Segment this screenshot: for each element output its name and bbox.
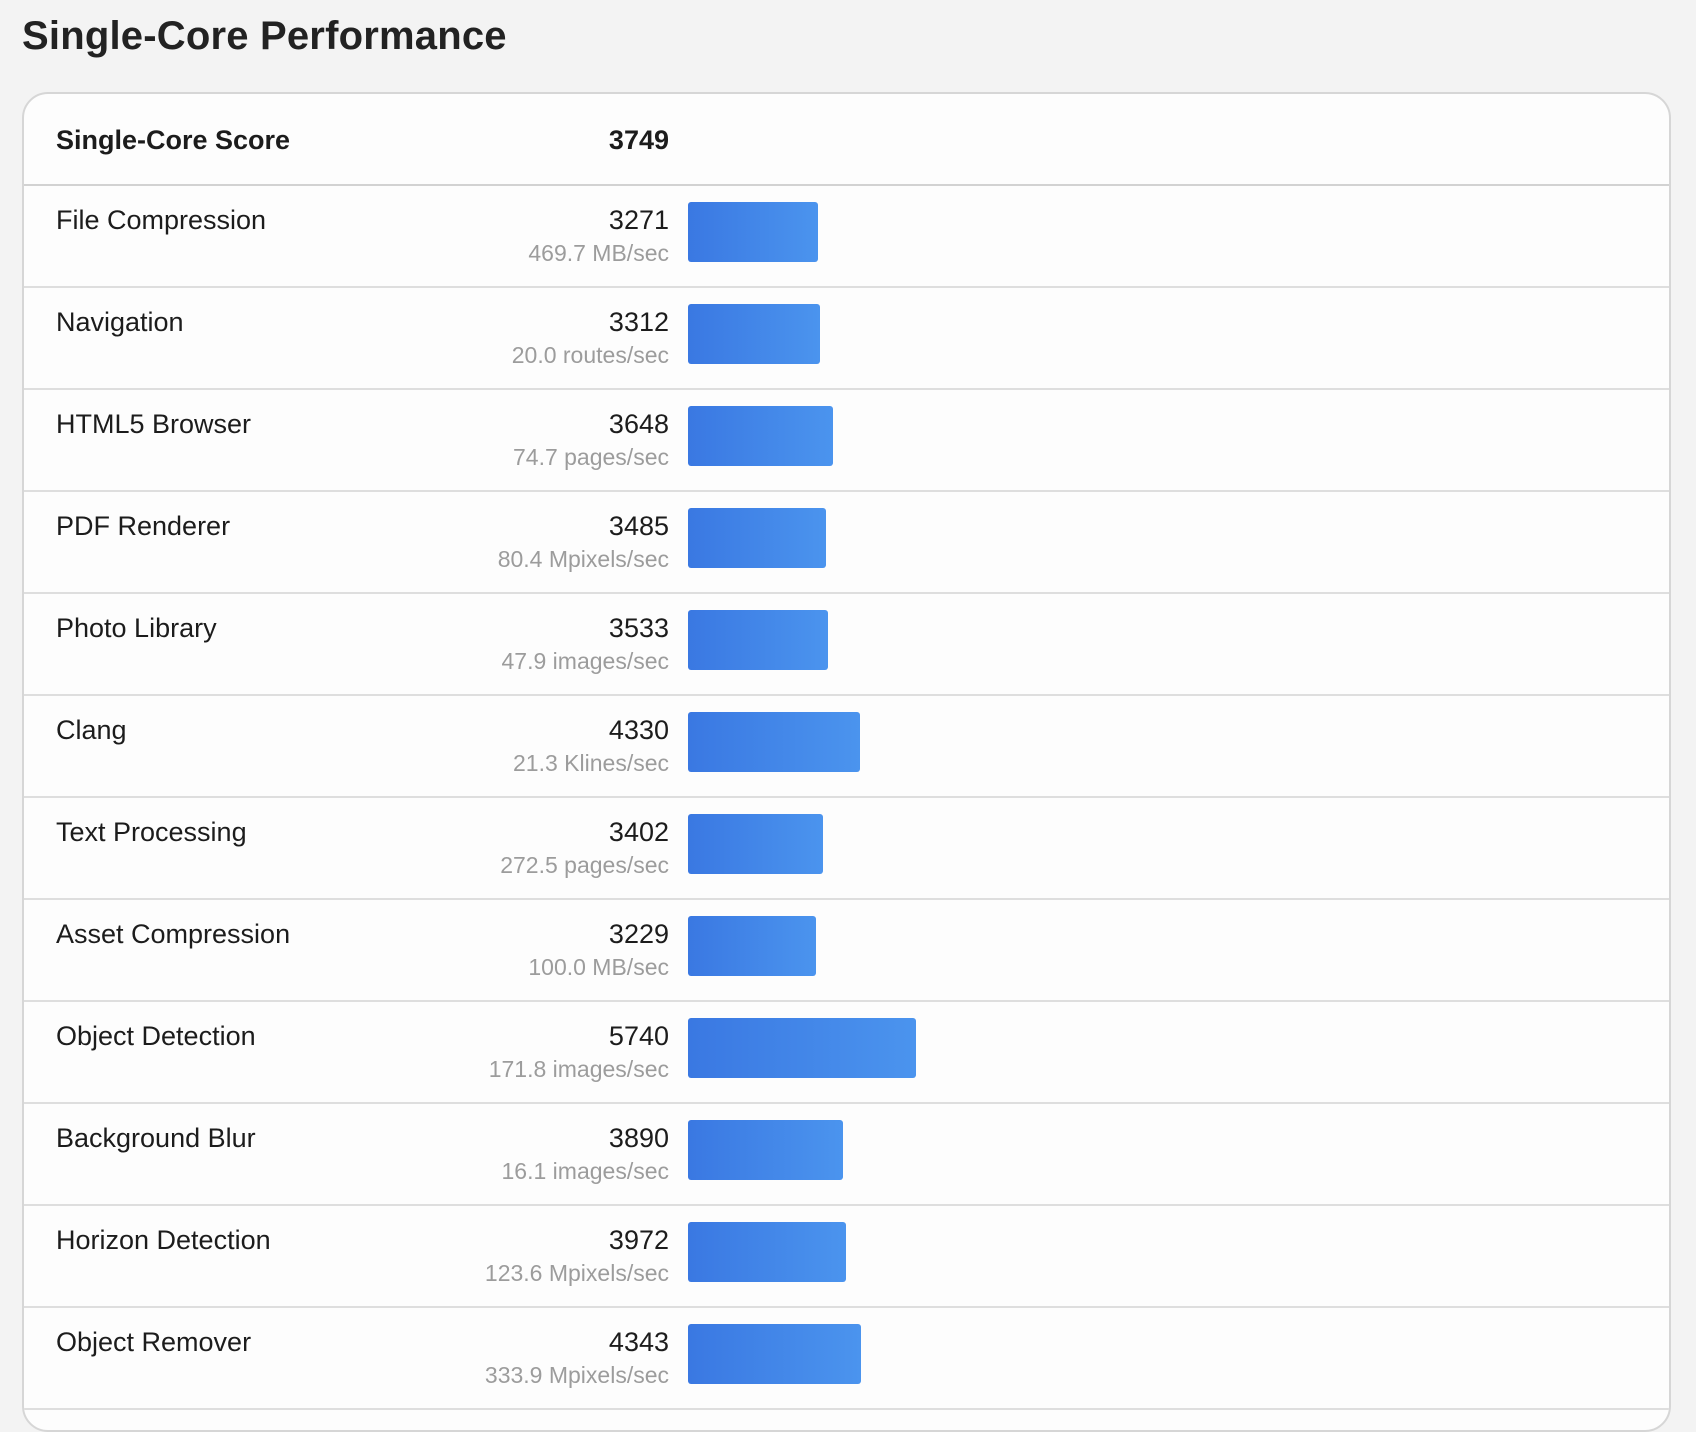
benchmark-score: 5740 — [608, 1021, 669, 1051]
benchmark-score-bar — [688, 916, 816, 976]
benchmark-name: Background Blur — [56, 1123, 256, 1153]
benchmark-row: Object Detection 5740 171.8 images/sec — [24, 1002, 1669, 1104]
benchmark-score-bar — [688, 1222, 846, 1282]
benchmark-list: File Compression 3271 469.7 MB/sec Navigati… — [24, 186, 1669, 1410]
benchmark-score: 3229 — [608, 919, 669, 949]
benchmark-row: Horizon Detection 3972 123.6 Mpixels/sec — [24, 1206, 1669, 1308]
benchmark-row: Object Remover 4343 333.9 Mpixels/sec — [24, 1308, 1669, 1410]
benchmark-name: Clang — [56, 715, 127, 745]
benchmark-name: Navigation — [56, 307, 184, 337]
benchmark-score: 3972 — [608, 1225, 669, 1255]
benchmark-score-bar — [688, 814, 823, 874]
results-table: Single-Core Score 3749 File Compression 3… — [22, 92, 1671, 1432]
benchmark-rate: 100.0 MB/sec — [528, 954, 669, 980]
benchmark-rate: 333.9 Mpixels/sec — [484, 1362, 669, 1388]
benchmark-score-bar — [688, 610, 828, 670]
benchmark-name: Object Detection — [56, 1021, 256, 1051]
benchmark-row: Navigation 3312 20.0 routes/sec — [24, 288, 1669, 390]
benchmark-name: Object Remover — [56, 1327, 252, 1357]
benchmark-rate: 171.8 images/sec — [488, 1056, 669, 1082]
benchmark-score: 3890 — [608, 1123, 669, 1153]
single-core-score-label: Single-Core Score — [56, 125, 291, 155]
benchmark-score: 3533 — [608, 613, 669, 643]
benchmark-rate: 20.0 routes/sec — [511, 342, 669, 368]
benchmark-rate: 80.4 Mpixels/sec — [497, 546, 669, 572]
benchmark-row: Asset Compression 3229 100.0 MB/sec — [24, 900, 1669, 1002]
benchmark-rate: 74.7 pages/sec — [512, 444, 669, 470]
benchmark-name: HTML5 Browser — [56, 409, 252, 439]
benchmark-score-bar — [688, 304, 820, 364]
benchmark-row: Text Processing 3402 272.5 pages/sec — [24, 798, 1669, 900]
benchmark-score-bar — [688, 406, 833, 466]
benchmark-rate: 272.5 pages/sec — [500, 852, 669, 878]
benchmark-row: Background Blur 3890 16.1 images/sec — [24, 1104, 1669, 1206]
benchmark-score: 3485 — [608, 511, 669, 541]
benchmark-rate: 16.1 images/sec — [501, 1158, 669, 1184]
single-core-score-row: Single-Core Score 3749 — [24, 94, 1669, 186]
benchmark-name: Asset Compression — [56, 919, 291, 949]
benchmark-score-bar — [688, 1120, 843, 1180]
page-title: Single-Core Performance — [22, 14, 507, 58]
benchmark-score-bar — [688, 712, 860, 772]
benchmark-name: PDF Renderer — [56, 511, 231, 541]
benchmark-row: Clang 4330 21.3 Klines/sec — [24, 696, 1669, 798]
benchmark-rate: 47.9 images/sec — [501, 648, 669, 674]
benchmark-name: Photo Library — [56, 613, 217, 643]
benchmark-row: PDF Renderer 3485 80.4 Mpixels/sec — [24, 492, 1669, 594]
benchmark-name: File Compression — [56, 205, 267, 235]
single-core-score-value: 3749 — [608, 125, 669, 155]
benchmark-rate: 21.3 Klines/sec — [513, 750, 669, 776]
benchmark-score: 3648 — [608, 409, 669, 439]
benchmark-row: File Compression 3271 469.7 MB/sec — [24, 186, 1669, 288]
benchmark-row: HTML5 Browser 3648 74.7 pages/sec — [24, 390, 1669, 492]
benchmark-score: 3402 — [608, 817, 669, 847]
benchmark-score-bar — [688, 1018, 916, 1078]
benchmark-rate: 469.7 MB/sec — [528, 240, 669, 266]
benchmark-score-bar — [688, 202, 818, 262]
benchmark-name: Text Processing — [56, 817, 247, 847]
benchmark-rate: 123.6 Mpixels/sec — [484, 1260, 669, 1286]
benchmark-score-bar — [688, 508, 826, 568]
benchmark-score-bar — [688, 1324, 861, 1384]
benchmark-score: 4330 — [608, 715, 669, 745]
benchmark-row: Photo Library 3533 47.9 images/sec — [24, 594, 1669, 696]
benchmark-score: 3271 — [608, 205, 669, 235]
benchmark-score: 3312 — [608, 307, 669, 337]
benchmark-score: 4343 — [608, 1327, 669, 1357]
benchmark-name: Horizon Detection — [56, 1225, 271, 1255]
